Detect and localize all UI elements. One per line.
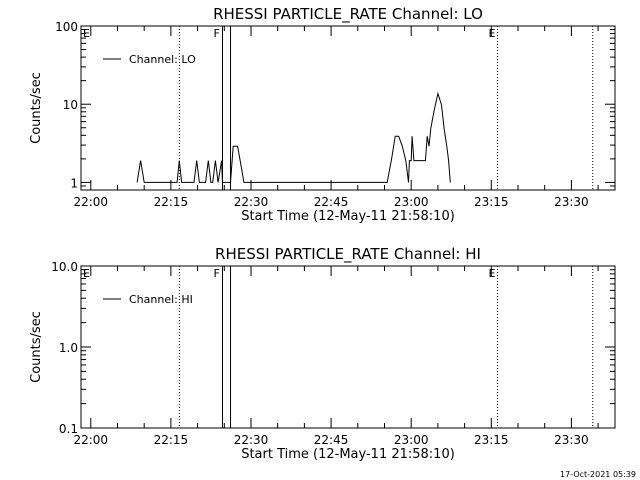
x-tick-label: 22:45 [314,195,349,209]
footer-timestamp: 17-Oct-2021 05:39 [560,470,636,479]
x-tick-label: 22:45 [314,433,349,447]
panel-1 [80,25,616,191]
plot-frame [80,265,616,429]
edge-marker-label: E [83,267,90,280]
x-tick-label: 22:30 [234,195,269,209]
x-tick-label: 23:00 [394,195,429,209]
marker-label: E [489,267,496,280]
marker-label: F [214,27,220,40]
x-tick-label: 22:15 [154,433,189,447]
edge-marker-label: E [83,27,90,40]
x-tick-label: 22:00 [73,195,108,209]
x-tick-label: 23:30 [554,433,589,447]
marker-label: E [489,27,496,40]
x-tick-label: 22:00 [73,433,108,447]
x-tick-label: 23:30 [554,195,589,209]
x-tick-label: 23:15 [474,433,509,447]
y-tick-label: 1.0 [59,341,78,355]
y-tick-label: 0.1 [59,422,78,436]
y-tick-label: 1 [70,176,78,190]
plot-frame [80,25,616,191]
y-axis-label: Counts/sec [29,311,44,383]
x-tick-label: 22:15 [154,195,189,209]
x-axis-label: Start Time (12-May-11 21:58:10) [241,447,455,462]
chart-title: RHESSI PARTICLE_RATE Channel: LO [213,5,483,24]
legend-label: Channel: HI [129,293,193,306]
y-tick-label: 10.0 [51,260,78,274]
y-tick-label: 100 [55,20,78,34]
x-axis-label: Start Time (12-May-11 21:58:10) [241,209,455,224]
x-tick-label: 22:30 [234,433,269,447]
series-line [136,91,451,183]
y-tick-label: 10 [63,98,78,112]
panel-2 [80,265,616,429]
marker-label: F [214,267,220,280]
legend-label: Channel: LO [129,53,196,66]
x-tick-label: 23:00 [394,433,429,447]
chart-title: RHESSI PARTICLE_RATE Channel: HI [215,245,481,264]
x-tick-label: 23:15 [474,195,509,209]
y-axis-label: Counts/sec [29,72,44,144]
